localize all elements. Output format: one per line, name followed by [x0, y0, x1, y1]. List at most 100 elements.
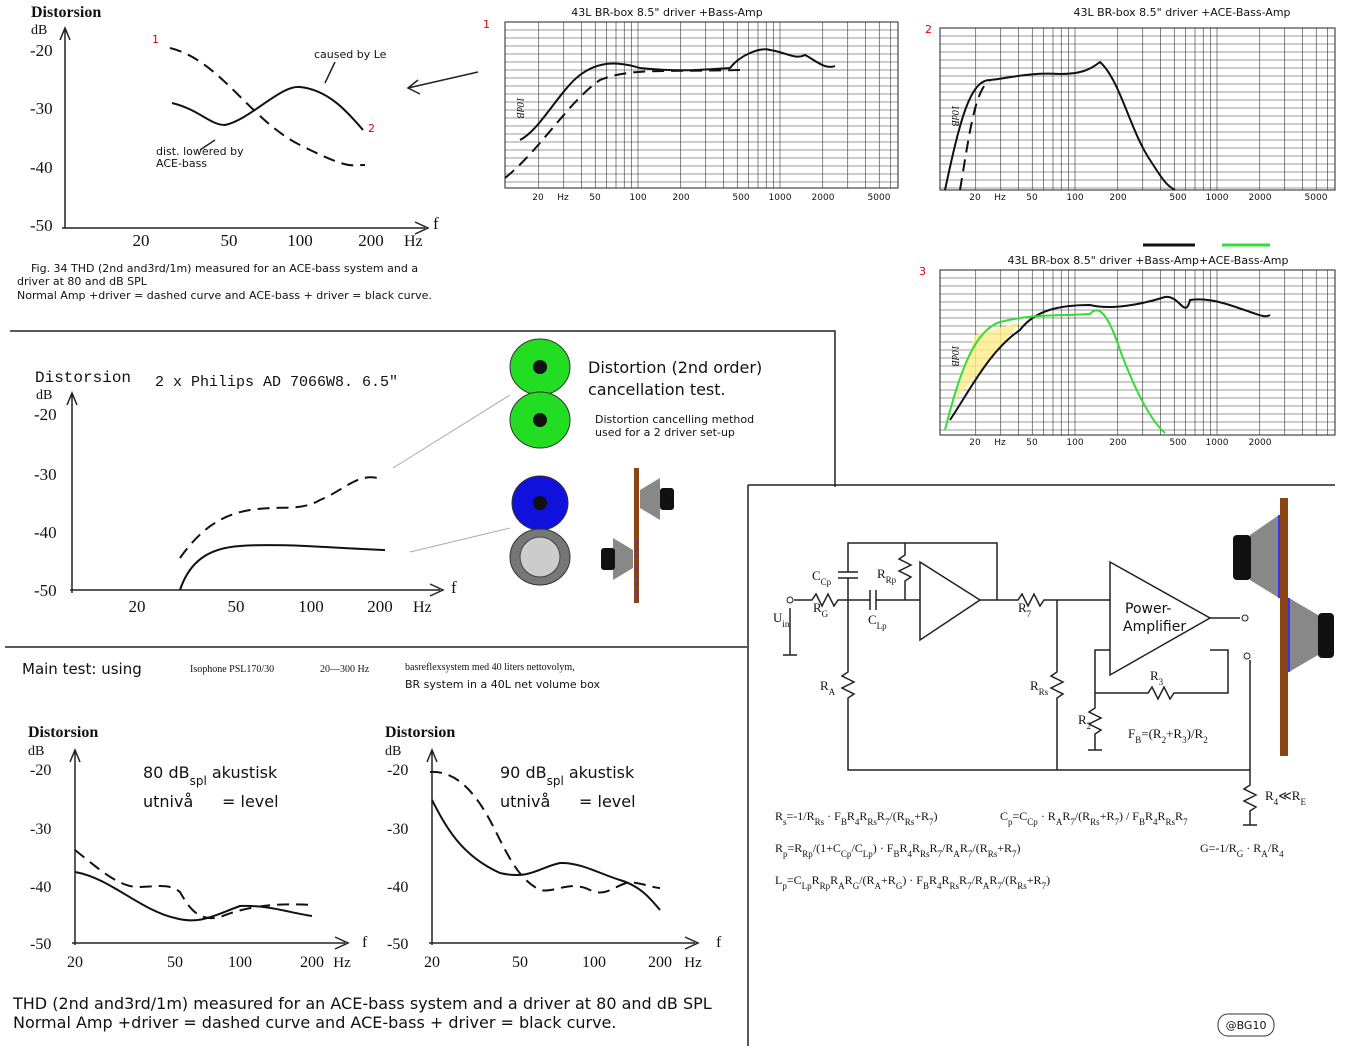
component-label: RRp — [877, 566, 897, 585]
x-unit: Hz — [404, 233, 423, 250]
panel-frame — [10, 330, 836, 487]
x-tick-label: 100 — [1066, 438, 1083, 448]
text-part: R — [845, 873, 853, 887]
text-part: R — [1062, 809, 1070, 823]
x-tick-label: 20 — [532, 193, 544, 203]
x-tick-label: 500 — [732, 193, 749, 203]
text-part: akustisk — [564, 763, 635, 782]
marker: 1 — [483, 18, 490, 31]
subscript: 7 — [1114, 817, 1119, 827]
subscript: Cp — [821, 577, 832, 587]
text-part: C — [868, 612, 877, 627]
curve-solid — [171, 85, 364, 131]
text-part: R — [1175, 809, 1183, 823]
driver-center — [533, 496, 547, 510]
text-part: +R — [881, 873, 896, 887]
x-tick-label: 50 — [1026, 438, 1038, 448]
subscript: Rs — [988, 849, 998, 859]
annotation: ACE-bass — [156, 157, 207, 170]
text-part: · R — [1243, 841, 1261, 855]
text-part: =C — [787, 873, 802, 887]
subscript: Cp — [841, 849, 852, 859]
formula: Lp=CLpRRpRARG/(RA+RG) · FBR4RRsR7/RAR7/(… — [775, 873, 1050, 891]
x-tick-label: 20 — [67, 954, 83, 971]
x-axis-label: f — [716, 934, 722, 951]
x-tick-label: 20 — [129, 597, 146, 616]
text-part: ≪R — [1278, 788, 1301, 803]
subscript: A — [829, 687, 836, 697]
text-part: R — [1265, 788, 1274, 803]
speaker — [1250, 515, 1279, 598]
text-part: R — [1158, 809, 1166, 823]
subscript: 7 — [1027, 609, 1032, 619]
y-tick-label: -20 — [30, 762, 51, 779]
chart-80-plot — [69, 748, 350, 950]
curve-dashed — [959, 79, 991, 191]
driver: Isophone PSL170/30 — [190, 664, 274, 675]
subscript: in — [782, 619, 790, 629]
subscript: 7 — [938, 849, 943, 859]
x-tick-label: 20 — [133, 231, 150, 250]
speaker — [640, 478, 660, 520]
text-part: ) — [934, 809, 938, 823]
subscript: 4 — [1279, 849, 1284, 859]
y-tick-label: -40 — [34, 523, 57, 542]
component-label: R3 — [1150, 668, 1164, 687]
component-label: CLp — [868, 612, 887, 631]
note: Distortion cancelling method — [595, 413, 754, 426]
subscript: B — [893, 849, 899, 859]
power-amp — [1109, 560, 1212, 677]
x-axis-label: f — [362, 934, 368, 951]
annotation: caused by Le — [314, 48, 387, 61]
caption: THD (2nd and3rd/1m) measured for an ACE-… — [12, 994, 712, 1013]
y-tick-label: -30 — [387, 821, 408, 838]
terminal — [1241, 614, 1249, 622]
magnet — [1233, 535, 1251, 580]
subscript: s — [783, 817, 787, 827]
baffle — [1280, 498, 1288, 756]
text-part: =-1/R — [787, 809, 815, 823]
x-tick-label: 1000 — [769, 193, 792, 203]
subscript: 2 — [1162, 735, 1167, 745]
curve-green — [944, 309, 1166, 434]
marker: 3 — [919, 265, 926, 278]
curve-dashed — [504, 69, 741, 179]
x-axis-label: f — [433, 214, 439, 233]
fig34-plot — [59, 26, 479, 235]
scale-label: 10dB — [949, 345, 960, 366]
level-label: = level — [579, 792, 636, 811]
component-label: RRs — [1030, 678, 1049, 697]
text-part: U — [773, 610, 783, 625]
caption: Normal Amp +driver = dashed curve and AC… — [17, 289, 432, 302]
axes — [59, 26, 430, 235]
curve-dashed — [74, 849, 313, 920]
curve-black — [949, 295, 1271, 421]
text-part: C — [812, 568, 821, 583]
op-amp — [919, 560, 982, 642]
subscript: p — [1008, 817, 1013, 827]
text-part: /(R — [1002, 873, 1017, 887]
x-axis-label: f — [451, 578, 457, 597]
x-tick-label: 50 — [167, 954, 183, 971]
text-part: R — [877, 566, 886, 581]
range: 20—300 Hz — [320, 664, 370, 675]
level-label: 90 dBspl akustisk — [500, 763, 635, 788]
text-part: ) / F — [1119, 809, 1139, 823]
x-tick-label: 20 — [969, 193, 981, 203]
x-tick-label: 50 — [1026, 193, 1038, 203]
component-label: CCp — [812, 568, 832, 587]
subtitle: 2 x Philips AD 7066W8. 6.5" — [155, 374, 398, 391]
subscript: p — [783, 849, 788, 859]
subscript: G — [1237, 849, 1244, 859]
speaker — [613, 538, 633, 580]
subscript: Rs — [867, 817, 877, 827]
scale-label: 10dB — [514, 97, 525, 118]
subscript: spl — [190, 774, 207, 788]
subscript: Rp — [802, 849, 813, 859]
y-tick-label: -30 — [34, 465, 57, 484]
chart-title: 43L BR-box 8.5" driver +Bass-Amp — [571, 6, 763, 19]
response-curves — [504, 48, 1271, 434]
magnet — [601, 548, 615, 570]
subscript: A — [838, 881, 845, 891]
